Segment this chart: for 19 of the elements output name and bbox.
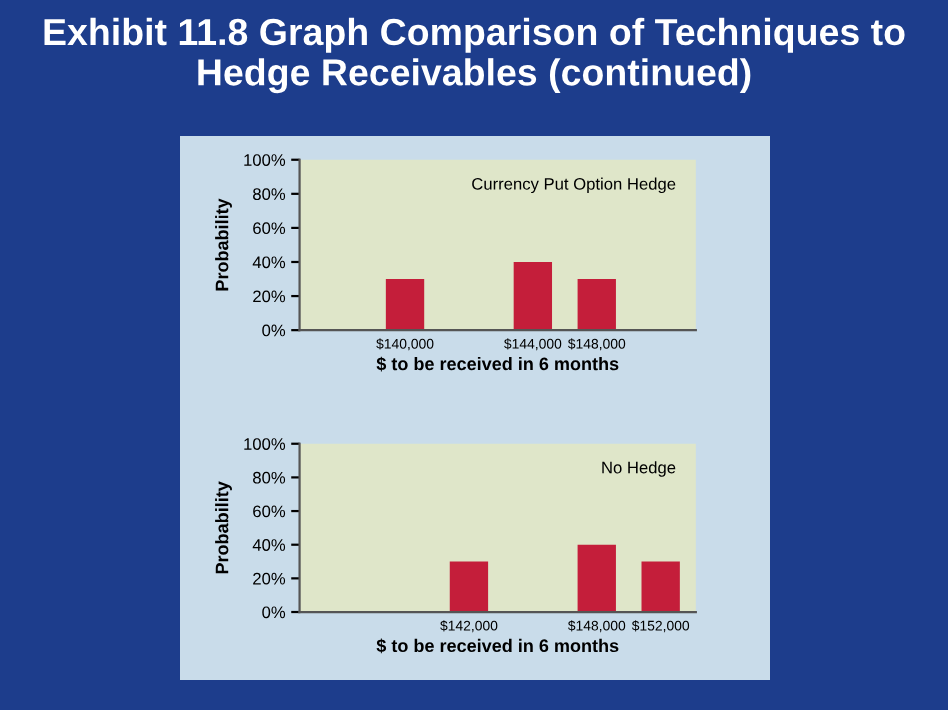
y-axis-title: Probability: [215, 481, 232, 574]
chart-title: Exhibit 11.8 Graph Comparison of Techniques to Hedge Receivables (continued): [44, 17, 905, 94]
y-tick-label: 0%: [262, 324, 286, 337]
annotation: No Hedge: [602, 461, 676, 477]
y-tick-label: 60%: [253, 222, 286, 235]
y-tick-label: 100%: [244, 154, 286, 166]
y-tick-label: 0%: [262, 606, 286, 619]
y-tick-label: 20%: [253, 572, 286, 585]
y-tick-label: 100%: [244, 438, 286, 450]
y-tick-label: 40%: [252, 539, 286, 551]
annotation: Currency Put Option Hedge: [472, 177, 676, 194]
x-axis-title: $ to be received in 6 months: [376, 356, 619, 372]
y-tick-label: 40%: [252, 256, 286, 269]
y-axis-title: Probability: [215, 198, 232, 291]
y-tick-label: 60%: [253, 505, 286, 518]
x-axis-title: $ to be received in 6 months: [376, 638, 619, 654]
y-tick-label: 20%: [253, 290, 286, 303]
y-tick-label: 80%: [253, 188, 286, 201]
y-tick-label: 80%: [253, 471, 286, 484]
